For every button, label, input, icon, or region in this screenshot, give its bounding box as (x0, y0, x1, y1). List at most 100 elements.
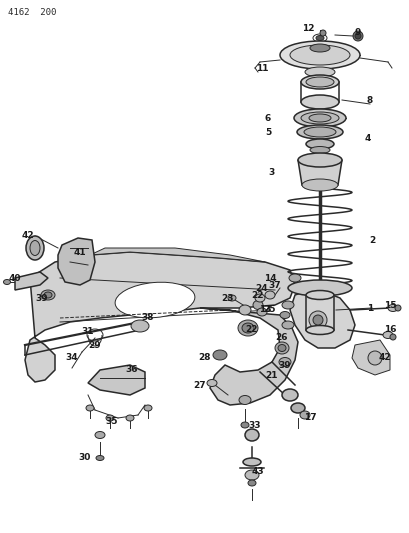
Ellipse shape (144, 405, 152, 411)
Text: 31: 31 (81, 327, 94, 336)
Ellipse shape (281, 389, 297, 401)
Ellipse shape (30, 240, 40, 255)
Ellipse shape (303, 127, 335, 137)
Text: 25: 25 (263, 305, 276, 314)
Ellipse shape (367, 351, 381, 365)
Ellipse shape (279, 41, 359, 69)
Text: 9: 9 (354, 28, 360, 36)
Ellipse shape (315, 36, 323, 41)
Text: 16: 16 (383, 326, 395, 335)
Ellipse shape (240, 422, 248, 428)
Text: 41: 41 (74, 247, 86, 256)
Ellipse shape (281, 301, 293, 309)
Text: 23: 23 (221, 294, 234, 303)
Ellipse shape (278, 358, 290, 367)
Ellipse shape (44, 292, 52, 298)
Ellipse shape (312, 315, 322, 325)
Ellipse shape (238, 395, 250, 405)
Ellipse shape (389, 334, 395, 340)
Ellipse shape (245, 470, 258, 480)
Ellipse shape (297, 153, 341, 167)
Ellipse shape (256, 308, 266, 316)
Ellipse shape (300, 95, 338, 109)
Text: 36: 36 (126, 366, 138, 375)
Ellipse shape (287, 280, 351, 296)
Ellipse shape (352, 31, 362, 41)
Ellipse shape (237, 320, 257, 336)
Ellipse shape (309, 147, 329, 154)
Ellipse shape (290, 403, 304, 413)
Text: 34: 34 (65, 353, 78, 362)
Ellipse shape (300, 75, 338, 89)
Ellipse shape (300, 112, 338, 124)
Ellipse shape (305, 290, 333, 300)
Ellipse shape (277, 344, 285, 351)
Text: 39: 39 (278, 360, 291, 369)
Text: 37: 37 (268, 280, 281, 289)
Text: 5: 5 (264, 127, 270, 136)
Ellipse shape (126, 415, 134, 421)
Ellipse shape (305, 77, 333, 87)
Text: 26: 26 (275, 334, 288, 343)
Text: 43: 43 (251, 467, 264, 477)
Ellipse shape (308, 311, 326, 329)
Ellipse shape (254, 294, 264, 302)
Text: 38: 38 (142, 313, 154, 322)
Ellipse shape (289, 45, 349, 65)
Text: 28: 28 (198, 353, 211, 362)
Ellipse shape (252, 301, 262, 310)
Ellipse shape (394, 305, 400, 311)
Text: 22: 22 (245, 326, 258, 335)
Text: 33: 33 (248, 421, 261, 430)
Ellipse shape (213, 350, 227, 360)
Text: 6: 6 (264, 114, 270, 123)
Ellipse shape (86, 405, 94, 411)
Text: 17: 17 (303, 414, 315, 423)
Text: 3: 3 (268, 167, 274, 176)
Ellipse shape (243, 458, 261, 466)
Text: 35: 35 (106, 417, 118, 426)
Text: 4: 4 (364, 133, 370, 142)
Ellipse shape (247, 480, 255, 486)
Ellipse shape (309, 44, 329, 52)
Ellipse shape (308, 114, 330, 122)
Ellipse shape (238, 305, 250, 315)
Ellipse shape (279, 311, 289, 319)
Ellipse shape (354, 33, 360, 39)
Ellipse shape (274, 342, 288, 354)
Text: 21: 21 (265, 370, 278, 379)
Text: 42: 42 (378, 353, 390, 362)
Ellipse shape (95, 432, 105, 439)
Ellipse shape (296, 125, 342, 139)
Ellipse shape (299, 411, 309, 419)
Text: 39: 39 (36, 294, 48, 303)
Ellipse shape (293, 109, 345, 127)
Ellipse shape (305, 139, 333, 149)
Ellipse shape (319, 30, 325, 36)
Text: 29: 29 (88, 341, 101, 350)
Ellipse shape (288, 274, 300, 282)
Ellipse shape (41, 290, 55, 300)
Ellipse shape (281, 321, 293, 329)
Text: 11: 11 (255, 63, 267, 72)
Ellipse shape (207, 379, 216, 386)
Text: 40: 40 (9, 273, 21, 282)
Polygon shape (90, 248, 264, 262)
Polygon shape (15, 272, 48, 290)
Text: 12: 12 (301, 23, 313, 33)
Ellipse shape (115, 282, 194, 318)
Text: 27: 27 (193, 381, 206, 390)
Text: 30: 30 (79, 454, 91, 463)
Text: 13: 13 (258, 305, 271, 314)
Ellipse shape (26, 236, 44, 260)
Ellipse shape (304, 67, 334, 77)
Polygon shape (289, 290, 354, 348)
Text: 8: 8 (366, 95, 372, 104)
Polygon shape (58, 238, 95, 285)
Ellipse shape (382, 332, 392, 338)
Polygon shape (297, 160, 341, 185)
Text: 4162  200: 4162 200 (8, 8, 56, 17)
Ellipse shape (227, 295, 236, 301)
Ellipse shape (245, 429, 258, 441)
Polygon shape (88, 365, 145, 395)
